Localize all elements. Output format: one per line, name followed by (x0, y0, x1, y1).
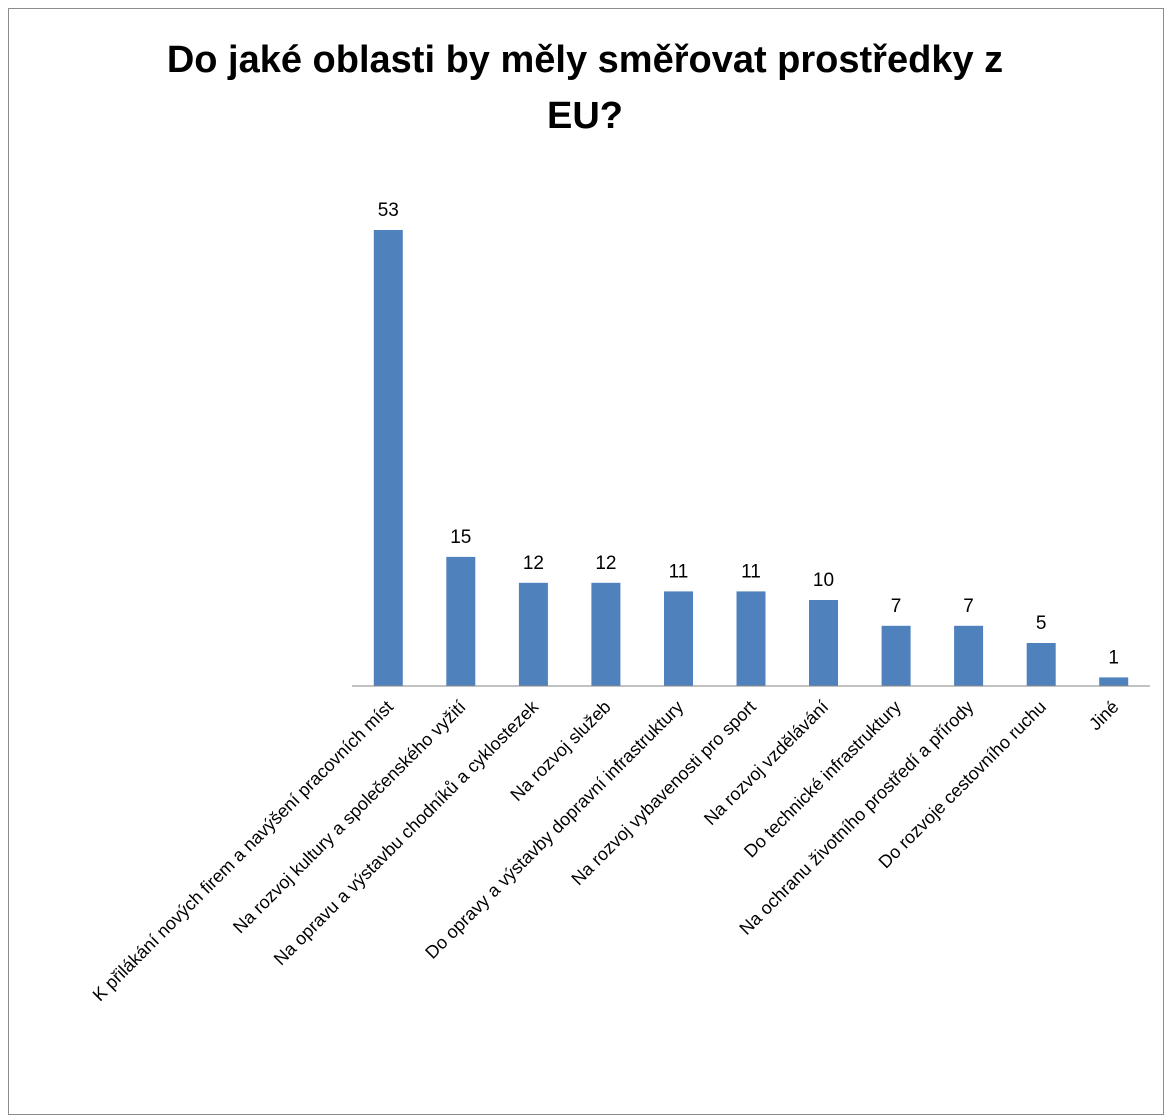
data-label: 1 (1108, 647, 1119, 668)
bar (373, 230, 403, 686)
data-label: 12 (595, 553, 616, 574)
data-label: 7 (963, 596, 974, 617)
bar (446, 556, 476, 686)
category-label: K přilákání nových firem a navýšení prac… (89, 697, 397, 1005)
data-label: 15 (450, 527, 471, 548)
data-label: 5 (1036, 613, 1047, 634)
bar (591, 582, 621, 686)
bar (518, 582, 548, 686)
value-labels-group: 53 15 12 12 11 11 10 7 7 5 1 (378, 200, 1119, 668)
data-label: 7 (891, 596, 902, 617)
data-label: 12 (523, 553, 544, 574)
data-label: 10 (813, 570, 834, 591)
category-label: Jiné (1085, 697, 1122, 734)
data-label: 11 (741, 561, 761, 582)
category-labels-group: K přilákání nových firem a navýšení prac… (89, 696, 1123, 1005)
chart-title: Do jaké oblasti by měly směřovat prostře… (166, 39, 1004, 137)
bar (809, 600, 838, 686)
category-label: Do opravy a výstavby dopravní infrastruk… (421, 697, 687, 963)
category-label: Na rozvoj vzdělávání (700, 697, 832, 829)
bar (664, 591, 693, 686)
bar (954, 625, 984, 686)
bar (881, 625, 911, 686)
bar (736, 591, 766, 686)
bar (1099, 677, 1129, 686)
bar (1026, 643, 1056, 686)
chart-area (8, 8, 1164, 1115)
category-label: Na opravu a výstavbu chodníků a cykloste… (270, 696, 543, 969)
bars-group (373, 230, 1129, 686)
data-label: 53 (378, 200, 399, 221)
data-label: 11 (669, 561, 689, 582)
